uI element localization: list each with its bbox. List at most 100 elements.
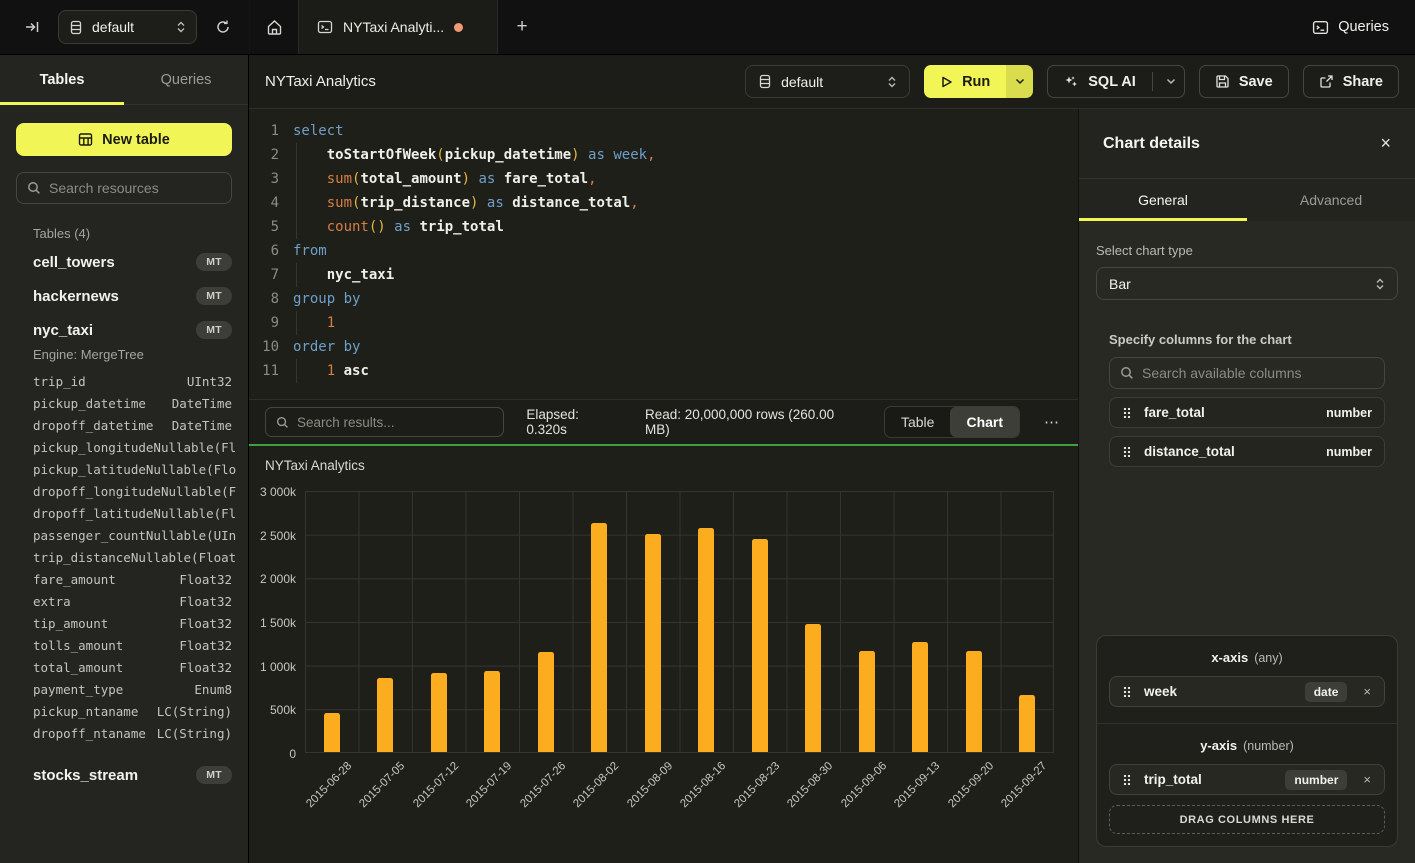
axis-column-pill[interactable]: week date × bbox=[1109, 676, 1385, 707]
chart-details-panel: Chart details × General Advanced Select … bbox=[1078, 109, 1415, 863]
sidebar-tab-tables[interactable]: Tables bbox=[0, 55, 124, 105]
column-row[interactable]: dropoff_latitude Nullable(Fl bbox=[16, 502, 236, 524]
new-tab-button[interactable]: + bbox=[498, 0, 546, 54]
panel-tab-advanced[interactable]: Advanced bbox=[1247, 179, 1415, 221]
column-row[interactable]: trip_distance Nullable(Float bbox=[16, 546, 236, 568]
engine-badge: MT bbox=[196, 253, 232, 271]
column-name: extra bbox=[33, 593, 71, 609]
column-row[interactable]: pickup_longitude Nullable(Fl bbox=[16, 436, 236, 458]
code-text: nyc_taxi bbox=[293, 263, 394, 287]
sql-ai-button[interactable]: SQL AI bbox=[1047, 65, 1185, 98]
column-list: trip_id UInt32 pickup_datetime DateTime dr… bbox=[16, 370, 236, 744]
results-search-input[interactable] bbox=[297, 414, 494, 430]
chart-view-button[interactable]: Chart bbox=[950, 407, 1020, 437]
column-name: dropoff_longitude bbox=[33, 483, 161, 499]
sidebar-tab-queries[interactable]: Queries bbox=[124, 55, 248, 104]
column-name: dropoff_latitude bbox=[33, 505, 154, 521]
y-axis-tick-label: 500k bbox=[269, 703, 296, 718]
chevron-up-down-icon bbox=[176, 20, 186, 34]
panel-body: Select chart type Bar Specify columns fo… bbox=[1079, 221, 1415, 863]
queries-button[interactable]: Queries bbox=[1312, 19, 1389, 36]
column-row[interactable]: dropoff_ntaname LC(String) bbox=[16, 722, 232, 744]
line-number: 1 bbox=[270, 123, 279, 139]
column-type: DateTime bbox=[171, 395, 232, 411]
run-database-selector[interactable]: default bbox=[745, 65, 911, 98]
drop-zone[interactable]: DRAG COLUMNS HERE bbox=[1109, 805, 1385, 834]
remove-column-button[interactable]: × bbox=[1359, 682, 1375, 701]
table-row[interactable]: hackernews MT bbox=[16, 279, 232, 313]
view-toggle: Table Chart bbox=[883, 406, 1021, 438]
run-options-button[interactable] bbox=[1006, 65, 1034, 98]
column-name: payment_type bbox=[33, 681, 124, 697]
drag-handle-icon bbox=[1122, 685, 1132, 699]
table-row[interactable]: cell_towers MT bbox=[16, 245, 232, 279]
table-row[interactable]: stocks_stream MT bbox=[16, 758, 232, 792]
line-number: 11 bbox=[262, 363, 279, 379]
column-name: tolls_amount bbox=[33, 637, 124, 653]
available-column-pill[interactable]: fare_total number bbox=[1109, 397, 1385, 428]
column-type: Float32 bbox=[179, 615, 232, 631]
column-row[interactable]: fare_amount Float32 bbox=[16, 568, 232, 590]
close-panel-button[interactable]: × bbox=[1380, 133, 1391, 154]
home-tab[interactable] bbox=[249, 0, 298, 54]
collapse-sidebar-button[interactable] bbox=[20, 15, 44, 39]
column-row[interactable]: pickup_ntaname LC(String) bbox=[16, 700, 232, 722]
panel-tab-general[interactable]: General bbox=[1079, 179, 1247, 221]
run-button[interactable]: Run bbox=[924, 65, 1007, 98]
table-name: nyc_taxi bbox=[33, 321, 94, 339]
column-row[interactable]: pickup_latitude Nullable(Flo bbox=[16, 458, 236, 480]
database-selector[interactable]: default bbox=[58, 10, 197, 44]
x-axis-tick-label: 2015-09-06 bbox=[839, 760, 890, 811]
column-type: LC(String) bbox=[156, 725, 232, 741]
code-text: select bbox=[293, 123, 344, 139]
database-icon bbox=[69, 20, 83, 35]
remove-column-button[interactable]: × bbox=[1359, 770, 1375, 789]
column-row[interactable]: pickup_datetime DateTime bbox=[16, 392, 232, 414]
code-text: 1 asc bbox=[293, 359, 369, 383]
home-icon bbox=[266, 19, 283, 36]
drag-handle-icon bbox=[1122, 773, 1132, 787]
column-row[interactable]: dropoff_datetime DateTime bbox=[16, 414, 232, 436]
code-line: 5 count() as trip_total bbox=[249, 215, 1078, 239]
chart-type-select[interactable]: Bar bbox=[1096, 267, 1398, 300]
tab-strip: NYTaxi Analyti... + bbox=[249, 0, 546, 54]
query-title: NYTaxi Analytics bbox=[265, 73, 376, 90]
code-text: 1 bbox=[293, 311, 335, 335]
axis-column-pill[interactable]: trip_total number × bbox=[1109, 764, 1385, 795]
column-row[interactable]: extra Float32 bbox=[16, 590, 232, 612]
column-row[interactable]: trip_id UInt32 bbox=[16, 370, 232, 392]
table-view-button[interactable]: Table bbox=[885, 407, 950, 437]
workspace: 1 select 2 toStartOfWeek(pickup_datetime) … bbox=[249, 109, 1415, 863]
save-button[interactable]: Save bbox=[1198, 65, 1289, 98]
code-line: 10 order by bbox=[249, 335, 1078, 359]
columns-search bbox=[1109, 357, 1385, 389]
chevron-up-down-icon bbox=[887, 75, 897, 89]
query-tab-nytaxi[interactable]: NYTaxi Analyti... bbox=[298, 0, 498, 54]
column-row[interactable]: tolls_amount Float32 bbox=[16, 634, 232, 656]
column-row[interactable]: payment_type Enum8 bbox=[16, 678, 232, 700]
column-name: tip_amount bbox=[33, 615, 109, 631]
run-database-value: default bbox=[781, 73, 824, 90]
column-row[interactable]: passenger_count Nullable(UIn bbox=[16, 524, 236, 546]
share-button[interactable]: Share bbox=[1302, 65, 1399, 98]
column-row[interactable]: total_amount Float32 bbox=[16, 656, 232, 678]
column-type: Float32 bbox=[179, 593, 232, 609]
column-row[interactable]: dropoff_longitude Nullable(F bbox=[16, 480, 236, 502]
code-line: 6 from bbox=[249, 239, 1078, 263]
available-column-pill[interactable]: distance_total number bbox=[1109, 436, 1385, 467]
new-table-button[interactable]: New table bbox=[16, 123, 232, 156]
results-overflow-button[interactable]: ⋯ bbox=[1042, 413, 1062, 431]
drag-handle-icon bbox=[1122, 406, 1132, 420]
sql-editor[interactable]: 1 select 2 toStartOfWeek(pickup_datetime) … bbox=[249, 109, 1078, 399]
column-name: pickup_longitude bbox=[33, 439, 154, 455]
table-row[interactable]: nyc_taxi MT bbox=[16, 313, 232, 347]
chart-bar bbox=[537, 651, 554, 752]
sidebar-search-input[interactable] bbox=[49, 180, 221, 196]
columns-search-input[interactable] bbox=[1142, 365, 1374, 381]
x-axis-tick-label: 2015-07-26 bbox=[518, 760, 569, 811]
column-row[interactable]: tip_amount Float32 bbox=[16, 612, 232, 634]
refresh-button[interactable] bbox=[211, 15, 235, 39]
code-line: 7 nyc_taxi bbox=[249, 263, 1078, 287]
column-type: number bbox=[1326, 444, 1372, 459]
